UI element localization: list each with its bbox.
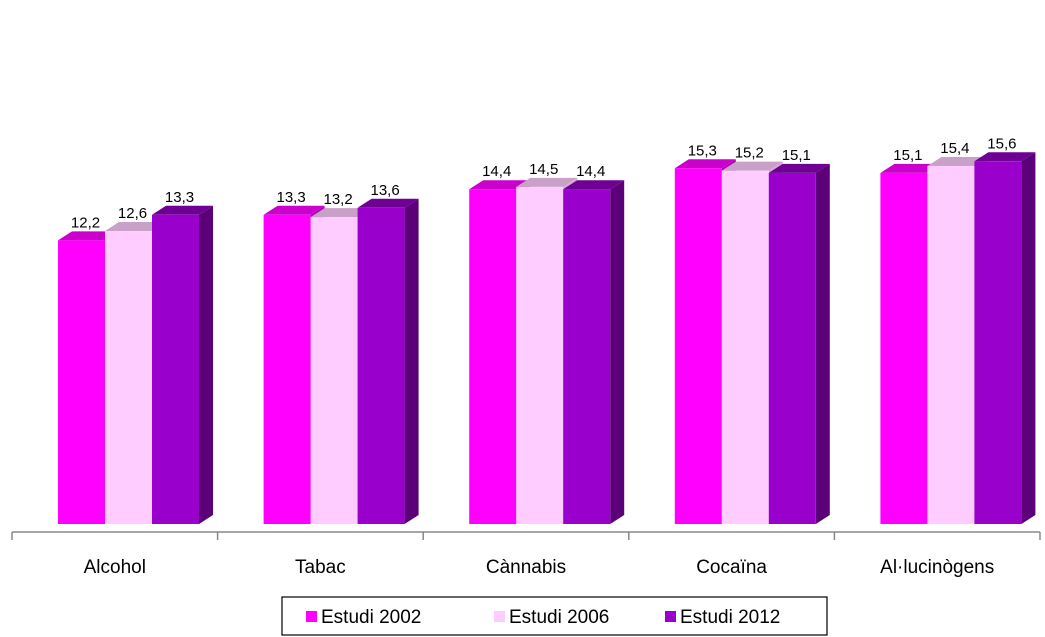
data-label: 15,4 [940,140,969,157]
bar-top [263,205,325,215]
legend-swatch [494,611,505,622]
bar [927,165,975,524]
data-label: 15,3 [688,142,717,159]
bar-top [974,152,1036,162]
bar-top [721,161,783,171]
bar-side [404,198,419,525]
x-tick-label: Cocaïna [696,557,767,578]
data-label: 14,5 [529,161,558,178]
bar-top [880,163,942,173]
data-label: 13,2 [323,191,352,208]
bar-group-alcohol: 12,2 12,6 13,3 [58,189,213,525]
legend-label: Estudi 2002 [321,607,421,628]
data-label: 15,1 [893,147,922,164]
bar-top [152,205,213,215]
bar [469,189,517,524]
data-label: 13,3 [165,189,194,206]
bars-layer: 12,2 12,6 13,3 13,3 13,2 13,6 14,4 14,5 14,4 15,3… [58,135,1036,525]
data-label: 13,6 [370,182,399,199]
data-label: 15,6 [987,135,1016,152]
legend-swatch [665,611,676,622]
x-tick-label: Cànnabis [486,557,566,578]
bar [563,189,611,524]
bar-top [674,159,736,169]
bar-side [815,163,830,525]
data-label: 12,2 [71,214,100,231]
bar-top [469,180,531,190]
bar [516,186,564,524]
bar-top [310,208,372,218]
data-label: 12,6 [118,205,147,222]
bar-side [199,205,213,524]
bar [768,172,816,525]
bar [674,168,722,524]
x-tick-label: Tabac [295,557,346,578]
bar-group-coca-na: 15,3 15,2 15,1 [674,142,830,525]
bar [58,240,105,524]
bar [263,214,311,524]
legend-swatch [306,611,317,622]
bar-group-al-lucin-gens: 15,1 15,4 15,6 [880,135,1036,525]
data-label: 14,4 [576,163,605,180]
bar-top [58,231,119,241]
bar-group-c-nnabis: 14,4 14,5 14,4 [469,161,625,524]
bar-group-tabac: 13,3 13,2 13,6 [263,182,419,525]
legend-label: Estudi 2012 [680,607,780,628]
bar [105,231,152,525]
data-label: 14,4 [482,163,511,180]
bar-top [357,198,419,208]
bar-top [105,222,166,232]
legend-box [281,596,828,636]
bar [357,207,405,525]
bar [974,161,1022,525]
bar-top [927,156,989,166]
legend-label: Estudi 2006 [509,607,609,628]
bar-side [1021,152,1036,525]
bar-top [563,180,625,190]
bar [310,217,358,524]
data-label: 15,2 [735,145,764,162]
legend: Estudi 2002 Estudi 2006 Estudi 2012 [281,596,828,636]
bar [721,170,769,524]
x-tick-label: Al·lucinògens [880,557,994,578]
data-label: 13,3 [276,189,305,206]
data-label: 15,1 [782,147,811,164]
bar-top [516,177,578,187]
bar [880,172,928,525]
bar-top [768,163,830,173]
bar [152,214,199,524]
x-axis: Alcohol Tabac Cànnabis Cocaïna Al·lucinògens [11,531,1041,578]
x-tick-label: Alcohol [84,557,146,578]
bar-side [610,180,625,524]
